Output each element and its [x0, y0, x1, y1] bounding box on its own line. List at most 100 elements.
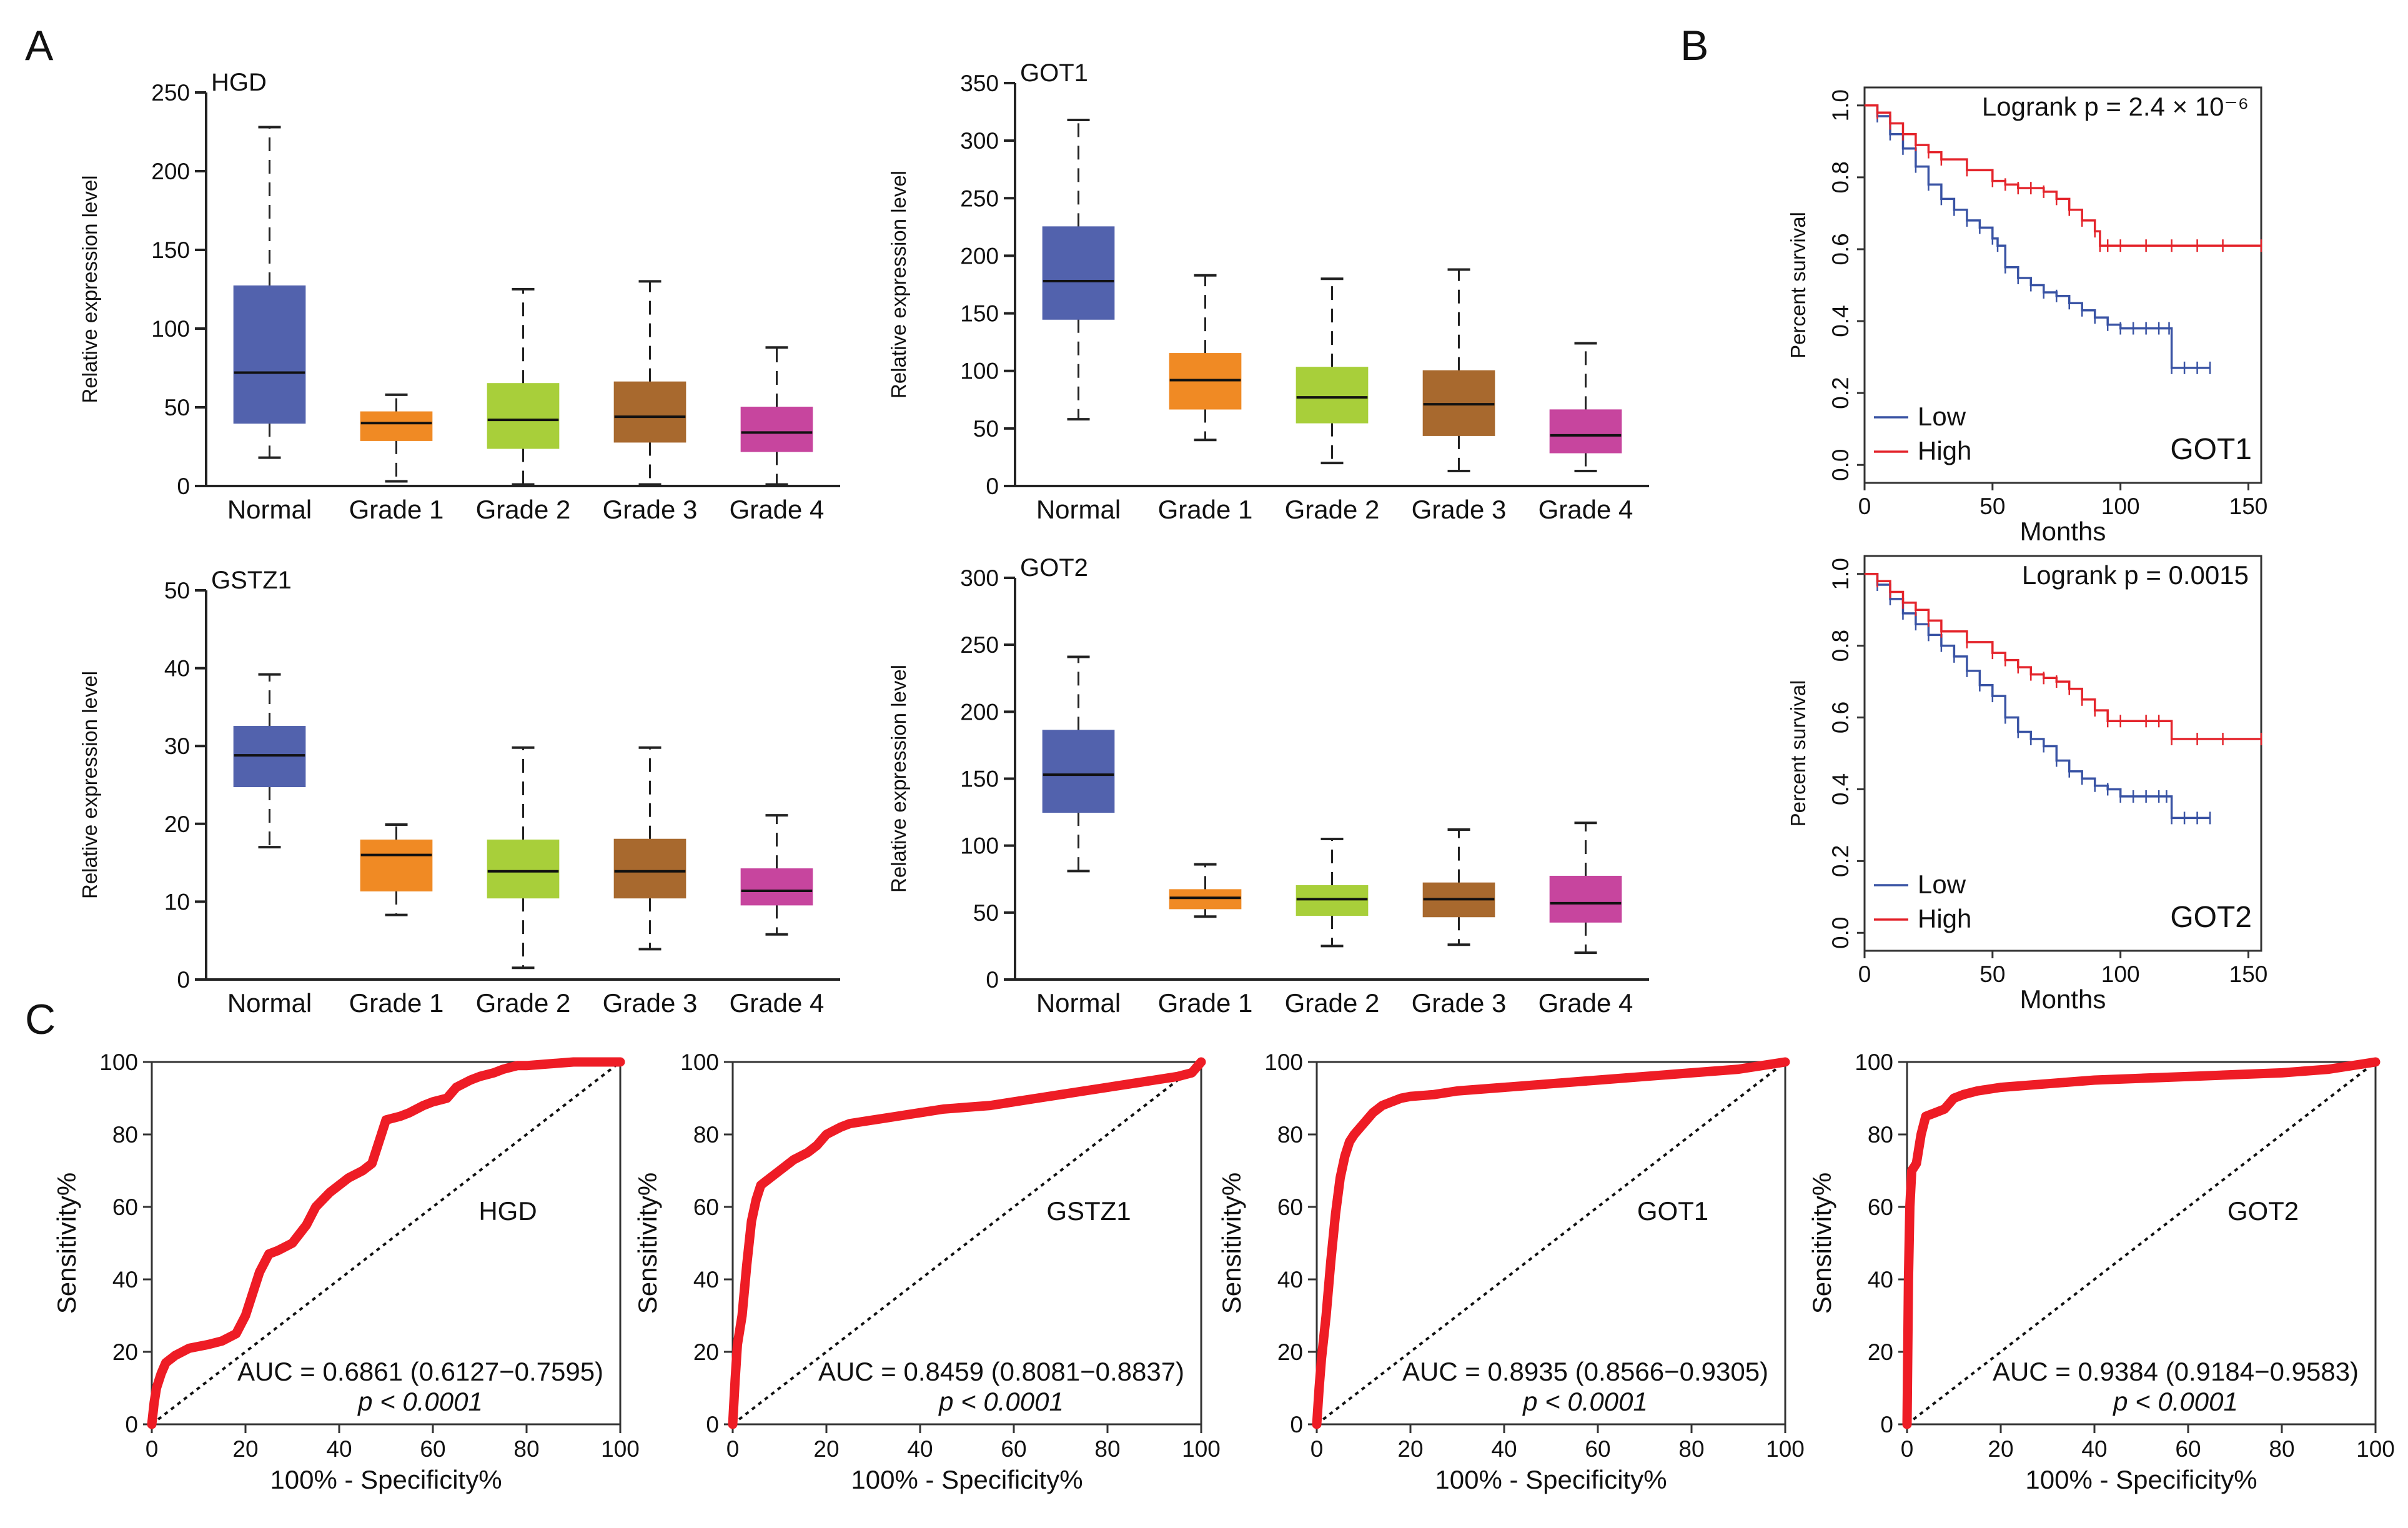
x-axis-title: 100% - Specificity% — [1435, 1465, 1667, 1494]
roc-plot-gstz1: 0 20 40 60 80 100 0 20 40 60 80 100 100% - Specifici… — [633, 1049, 1221, 1494]
legend-label-low: Low — [1918, 402, 1966, 431]
reference-diagonal — [151, 1061, 622, 1426]
y-tick-label: 100 — [151, 316, 190, 342]
x-tick-label: 80 — [1678, 1436, 1704, 1462]
x-tick-label: 60 — [420, 1436, 445, 1462]
box-normal — [233, 285, 306, 424]
plot-frame — [1863, 555, 2262, 952]
y-axis-title: Sensitivity% — [1217, 1173, 1246, 1314]
survival-curve-high — [1865, 104, 2261, 247]
y-tick-label: 100 — [680, 1049, 719, 1075]
x-tick-label: 100 — [1766, 1436, 1805, 1462]
y-tick-label: 300 — [960, 565, 999, 591]
y-tick-label: 20 — [1868, 1339, 1893, 1365]
y-tick-label: 350 — [960, 71, 999, 96]
auc-text: AUC = 0.8459 (0.8081−0.8837) — [818, 1357, 1184, 1386]
x-tick-label: 0 — [146, 1436, 159, 1462]
x-category-label: Grade 2 — [476, 988, 571, 1018]
y-axis-title: Sensitivity% — [52, 1173, 81, 1314]
y-axis-title: Relative expression level — [78, 175, 101, 403]
reference-diagonal — [1315, 1061, 1786, 1426]
box-grade-4 — [1549, 409, 1622, 454]
y-tick-label: 60 — [112, 1194, 138, 1220]
roc-curve — [147, 1057, 625, 1429]
y-tick-label: 0.0 — [1828, 917, 1853, 949]
x-category-label: Grade 1 — [349, 988, 444, 1018]
x-tick-label: 80 — [1094, 1436, 1120, 1462]
panel-label-b: B — [1680, 22, 1708, 69]
y-tick-label: 50 — [164, 578, 190, 603]
x-tick-label: 100 — [2101, 961, 2140, 987]
y-tick-label: 0.6 — [1828, 702, 1853, 733]
box-grade-2 — [1296, 367, 1369, 424]
logrank-stat: Logrank p = 2.4 × 10⁻⁶ — [1982, 92, 2249, 121]
x-tick-label: 60 — [1001, 1436, 1026, 1462]
survival-curve-low — [1865, 572, 2211, 820]
x-tick-label: 0 — [1311, 1436, 1324, 1462]
y-axis-title: Relative expression level — [887, 171, 910, 399]
x-tick-label: 40 — [326, 1436, 352, 1462]
y-axis-title: Percent survival — [1786, 212, 1810, 359]
y-tick-label: 20 — [1277, 1339, 1303, 1365]
box-grade-2 — [487, 839, 560, 899]
x-category-label: Normal — [1036, 495, 1121, 524]
x-category-label: Normal — [227, 988, 312, 1018]
y-tick-label: 250 — [151, 80, 190, 106]
x-tick-label: 0 — [1858, 961, 1871, 987]
x-category-label: Normal — [227, 495, 312, 524]
x-tick-label: 20 — [232, 1436, 258, 1462]
box-grade-1 — [1169, 889, 1242, 910]
box-grade-3 — [613, 381, 686, 443]
x-category-label: Grade 2 — [1285, 988, 1380, 1018]
y-tick-label: 80 — [1868, 1122, 1893, 1148]
x-tick-label: 150 — [2229, 961, 2268, 987]
boxplot-gstz1: 0 10 20 30 40 50 GSTZ1 Relative expression leve… — [78, 567, 840, 1018]
y-tick-label: 60 — [693, 1194, 719, 1220]
y-tick-label: 10 — [164, 889, 190, 915]
y-tick-label: 0 — [986, 474, 999, 499]
y-tick-label: 150 — [960, 301, 999, 327]
y-axis-title: Percent survival — [1786, 680, 1810, 827]
y-tick-label: 250 — [960, 632, 999, 658]
x-axis-title: 100% - Specificity% — [851, 1465, 1083, 1494]
x-category-label: Grade 4 — [1538, 988, 1633, 1018]
y-tick-label: 0.0 — [1828, 449, 1853, 481]
roc-plot-got1: 0 20 40 60 80 100 0 20 40 60 80 100 100% - Specifici… — [1217, 1049, 1805, 1494]
x-tick-label: 20 — [1988, 1436, 2013, 1462]
y-tick-label: 20 — [693, 1339, 719, 1365]
box-normal — [1042, 730, 1115, 813]
reference-diagonal — [731, 1061, 1202, 1426]
y-tick-label: 0 — [1290, 1412, 1303, 1437]
y-tick-label: 150 — [960, 766, 999, 792]
x-tick-label: 100 — [2101, 494, 2140, 519]
gene-label: GSTZ1 — [1046, 1196, 1131, 1226]
boxplot-got1: 0 50 100 150 200 250 300 350 GOT1 Relative expres… — [887, 59, 1649, 524]
y-tick-label: 20 — [164, 811, 190, 837]
y-tick-label: 0.8 — [1828, 630, 1853, 662]
y-axis-title: Relative expression level — [78, 671, 101, 899]
x-category-label: Grade 2 — [476, 495, 571, 524]
x-category-label: Grade 3 — [603, 495, 698, 524]
y-tick-label: 40 — [1277, 1267, 1303, 1292]
x-tick-label: 80 — [513, 1436, 539, 1462]
x-category-label: Grade 1 — [1158, 988, 1253, 1018]
panel-label-a: A — [25, 22, 54, 69]
y-tick-label: 40 — [164, 656, 190, 682]
plot-title: GOT2 — [1020, 554, 1088, 582]
box-grade-3 — [613, 838, 686, 899]
y-tick-label: 0.2 — [1828, 377, 1853, 409]
y-tick-label: 50 — [973, 416, 999, 442]
y-tick-label: 50 — [164, 395, 190, 420]
box-grade-4 — [740, 407, 813, 452]
x-category-label: Grade 3 — [603, 988, 698, 1018]
km-plot-got1: 0 50 100 150 0.0 0.2 0.4 0.6 0.8 1.0 Months Percent… — [1786, 86, 2267, 546]
y-tick-label: 80 — [693, 1122, 719, 1148]
x-category-label: Grade 3 — [1412, 988, 1507, 1018]
survival-curve-high — [1865, 572, 2261, 740]
roc-curve — [1312, 1057, 1790, 1429]
y-tick-label: 0 — [706, 1412, 719, 1437]
x-tick-label: 40 — [907, 1436, 933, 1462]
logrank-stat: Logrank p = 0.0015 — [2022, 560, 2249, 590]
gene-label: HGD — [478, 1196, 537, 1226]
